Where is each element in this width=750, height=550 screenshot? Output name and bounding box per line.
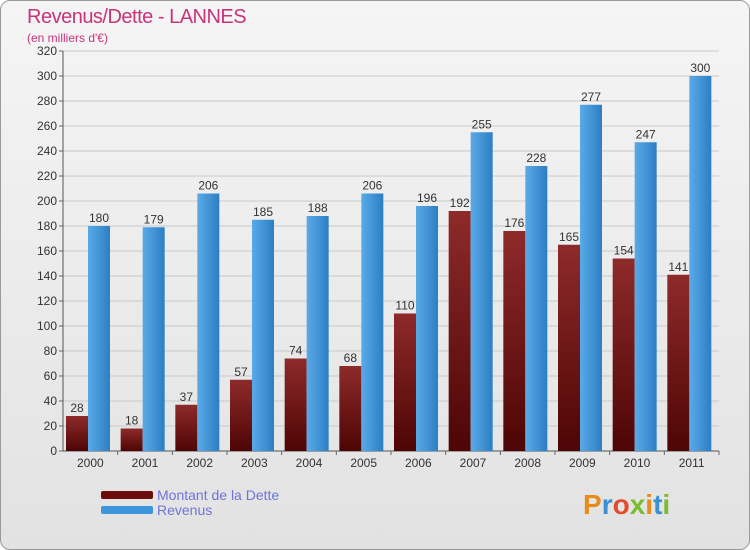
data-label: 141 (668, 260, 688, 274)
y-tick-label: 140 (37, 269, 57, 283)
bar-dette (667, 274, 690, 451)
bar-dette (448, 211, 471, 451)
x-tick-label: 2004 (296, 456, 323, 470)
bar-dette (284, 358, 307, 451)
data-label: 18 (125, 414, 139, 428)
y-tick-label: 0 (50, 444, 57, 458)
data-label: 188 (308, 201, 328, 215)
logo-letter: r (601, 489, 613, 520)
y-tick-label: 180 (37, 219, 57, 233)
x-tick-label: 2006 (405, 456, 432, 470)
chart-subtitle: (en milliers d'€) (27, 31, 108, 45)
y-tick-label: 260 (37, 119, 57, 133)
y-tick-label: 100 (37, 319, 57, 333)
data-label: 68 (344, 351, 358, 365)
x-tick-label: 2007 (460, 456, 487, 470)
bar-revenus (416, 206, 438, 451)
data-label: 300 (690, 61, 710, 75)
data-label: 176 (504, 216, 524, 230)
data-label: 180 (89, 211, 109, 225)
y-tick-label: 300 (37, 69, 57, 83)
bar-dette (230, 379, 252, 451)
legend: Montant de la Dette Revenus (101, 486, 280, 518)
y-tick-label: 240 (37, 144, 57, 158)
bar-revenus (689, 76, 712, 451)
data-label: 37 (180, 390, 194, 404)
data-label: 110 (395, 299, 414, 313)
bar-revenus (634, 142, 657, 451)
bar-revenus (306, 216, 329, 451)
data-label: 192 (450, 196, 470, 210)
logo-letter: o (612, 489, 630, 520)
data-label: 206 (198, 179, 218, 193)
legend-swatch-revenus (101, 505, 153, 514)
legend-item-revenus: Revenus (101, 501, 279, 518)
x-tick-label: 2000 (77, 456, 104, 470)
bar-revenus (88, 226, 110, 451)
data-label: 255 (472, 117, 492, 131)
bar-revenus (252, 219, 274, 451)
bar-dette (503, 231, 526, 451)
data-label: 196 (417, 191, 437, 205)
x-tick-label: 2011 (679, 456, 705, 470)
bar-dette (339, 366, 362, 451)
y-tick-label: 280 (37, 94, 57, 108)
y-tick-label: 120 (37, 294, 57, 308)
x-tick-label: 2008 (514, 456, 541, 470)
legend-swatch-dette (101, 490, 153, 499)
logo-letter: P (583, 489, 602, 520)
legend-item-dette: Montant de la Dette (101, 486, 280, 503)
bar-dette (558, 244, 580, 451)
data-label: 206 (362, 179, 382, 193)
logo-letter: t (653, 489, 663, 520)
proxiti-logo: Proxiti (583, 489, 670, 521)
logo-letter: i (662, 489, 671, 520)
y-tick-label: 200 (37, 194, 57, 208)
bar-dette (66, 416, 88, 451)
bar-revenus (197, 193, 220, 451)
y-tick-label: 320 (37, 44, 57, 58)
bar-dette (120, 428, 143, 451)
chart-title: Revenus/Dette - LANNES (27, 6, 247, 28)
data-label: 228 (526, 151, 546, 165)
bar-dette (175, 404, 198, 451)
bar-revenus (361, 193, 384, 451)
data-label: 247 (636, 127, 656, 141)
y-tick-label: 220 (37, 169, 57, 183)
bar-revenus (470, 132, 493, 451)
data-label: 74 (289, 344, 303, 358)
bar-revenus (580, 104, 602, 451)
legend-label-dette: Montant de la Dette (157, 486, 280, 503)
logo-letter: x (629, 489, 646, 520)
bar-revenus (525, 166, 548, 451)
y-tick-label: 160 (37, 244, 57, 258)
data-label: 185 (253, 205, 273, 219)
legend-label-revenus: Revenus (157, 501, 213, 518)
y-tick-label: 60 (44, 369, 58, 383)
x-tick-label: 2005 (350, 456, 377, 470)
bar-dette (612, 258, 635, 451)
y-tick-label: 80 (44, 344, 58, 358)
bar-revenus (142, 227, 165, 451)
data-label: 179 (144, 212, 164, 226)
x-tick-label: 2009 (569, 456, 596, 470)
data-label: 57 (234, 365, 248, 379)
logo-letter: i (645, 489, 654, 520)
bar-dette (394, 313, 416, 451)
y-tick-label: 40 (44, 394, 58, 408)
data-label: 28 (70, 401, 84, 415)
data-label: 165 (559, 230, 579, 244)
x-tick-label: 2002 (186, 456, 213, 470)
x-tick-label: 2001 (132, 456, 159, 470)
data-label: 154 (614, 244, 634, 258)
x-tick-label: 2003 (241, 456, 268, 470)
y-tick-label: 20 (44, 419, 58, 433)
data-label: 277 (581, 90, 601, 104)
x-tick-label: 2010 (624, 456, 651, 470)
